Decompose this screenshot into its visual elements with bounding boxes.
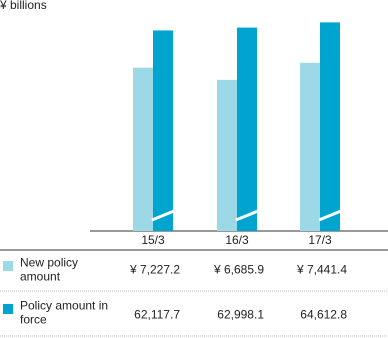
value-label: ¥ 7,441.4 [296, 263, 347, 277]
axis-break [318, 209, 342, 222]
value-label: ¥ 6,685.9 [213, 263, 264, 277]
legend-label: Policy amount in force [20, 299, 108, 327]
bar [320, 22, 340, 231]
x-tick-label: 16/3 [225, 233, 249, 247]
bar [237, 27, 257, 231]
axis-break [235, 209, 259, 222]
value-label: 64,612.8 [300, 308, 347, 322]
legend-swatch [3, 304, 13, 314]
bar [300, 62, 320, 232]
axis-break [151, 209, 175, 222]
bar [133, 67, 153, 231]
bar [153, 30, 173, 232]
value-label: 62,117.7 [134, 308, 180, 322]
legend-label: New policy amount [20, 256, 78, 284]
x-tick-label: 17/3 [308, 233, 332, 247]
x-tick-label: 15/3 [141, 233, 165, 247]
value-label: ¥ 7,227.2 [129, 263, 180, 277]
legend-swatch [3, 261, 13, 271]
value-label: 62,998.1 [217, 308, 264, 322]
y-axis-label: ¥ billions [0, 0, 47, 12]
bar [217, 79, 237, 232]
